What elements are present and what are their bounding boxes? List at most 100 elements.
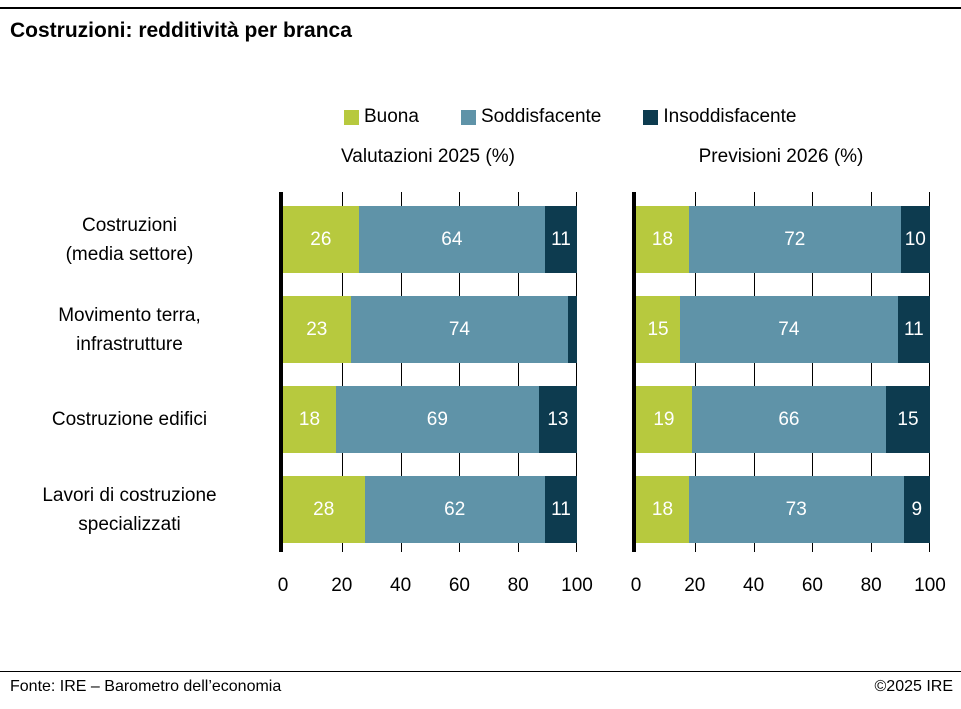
- plot-valutazioni-2025: 26 64 11 23 74 18 69 13 28 62 11: [279, 192, 577, 552]
- bar-segment-insoddisfacente: [568, 296, 577, 363]
- category-label-lavori-specializzati: Lavori di costruzione specializzati: [42, 484, 217, 535]
- bar-value-label: 18: [651, 498, 674, 520]
- bar-row: 15 74 11: [636, 296, 930, 363]
- source-note: Fonte: IRE – Barometro dell’economia: [10, 678, 282, 695]
- bar-value-label: 66: [778, 408, 800, 430]
- bar-segment-buona: 26: [283, 206, 359, 273]
- legend-label-soddisfacente: Soddisfacente: [480, 106, 602, 127]
- bar-row: 28 62 11: [283, 476, 577, 543]
- panel-title-previsioni-2026: Previsioni 2026 (%): [698, 146, 864, 167]
- bar-value-label: 10: [904, 228, 926, 250]
- bar-segment-insoddisfacente: 9: [903, 476, 930, 543]
- legend-label-buona: Buona: [364, 106, 419, 127]
- bar-segment-buona: 18: [283, 386, 336, 453]
- bar-segment-insoddisfacente: 15: [885, 386, 930, 453]
- bar-value-label: 73: [785, 498, 807, 520]
- bar-segment-insoddisfacente: 11: [544, 476, 577, 543]
- x-tick-label: 60: [801, 575, 823, 596]
- chart-body: Costruzioni (media settore) Movimento te…: [0, 192, 961, 552]
- bar-row: 18 73 9: [636, 476, 930, 543]
- bar-value-label: 62: [444, 498, 466, 520]
- gridline: [459, 192, 461, 552]
- bar-value-label: 13: [547, 408, 569, 430]
- bar-segment-soddisfacente: 62: [364, 476, 545, 543]
- x-tick-label: 80: [860, 575, 882, 596]
- legend: Buona Soddisfacente Insoddisfacente: [344, 106, 796, 128]
- category-label-costruzioni-media-settore: Costruzioni (media settore): [65, 214, 194, 265]
- bar-segment-buona: 15: [636, 296, 681, 363]
- gridline: [694, 192, 696, 552]
- legend-item-soddisfacente: Soddisfacente: [460, 106, 602, 128]
- bar-segment-insoddisfacente: 11: [544, 206, 577, 273]
- legend-item-insoddisfacente: Insoddisfacente: [643, 106, 796, 128]
- footer: Fonte: IRE – Barometro dell’economia ©20…: [10, 678, 953, 696]
- bar-segment-soddisfacente: 64: [358, 206, 545, 273]
- bar-segment-soddisfacente: 74: [350, 296, 569, 363]
- bar-value-label: 26: [310, 228, 332, 250]
- bar-value-label: 74: [778, 318, 800, 340]
- bar-row: 26 64 11: [283, 206, 577, 273]
- bar-value-label: 69: [426, 408, 448, 430]
- legend-swatch-buona: [344, 109, 359, 125]
- bar-value-label: 72: [784, 228, 806, 250]
- bar-segment-soddisfacente: 73: [688, 476, 904, 543]
- bar-segment-buona: 23: [283, 296, 351, 363]
- legend-item-buona: Buona: [344, 106, 419, 128]
- bar-segment-buona: 18: [636, 476, 689, 543]
- gridline: [518, 192, 520, 552]
- bar-segment-buona: 19: [636, 386, 692, 453]
- bar-value-label: 64: [441, 228, 463, 250]
- category-labels: Costruzioni (media settore) Movimento te…: [0, 192, 279, 552]
- bar-segment-soddisfacente: 69: [335, 386, 539, 453]
- legend-swatch-insoddisfacente: [643, 109, 659, 125]
- x-tick-label: 60: [448, 575, 470, 596]
- category-label-costruzione-edifici: Costruzione edifici: [51, 409, 208, 430]
- gridline: [400, 192, 402, 552]
- legend-label-insoddisfacente: Insoddisfacente: [663, 106, 797, 127]
- bar-segment-insoddisfacente: 13: [538, 386, 577, 453]
- bar-value-label: 15: [647, 318, 669, 340]
- bar-row: 18 72 10: [636, 206, 931, 273]
- x-tick-label: 100: [561, 575, 593, 596]
- plot-previsioni-2026: 18 72 10 15 74 11 19 66 15 18 73 9: [632, 192, 931, 552]
- x-tick-label: 80: [507, 575, 529, 596]
- bar-value-label: 11: [551, 498, 571, 520]
- x-tick-label: 40: [743, 575, 765, 596]
- bar-value-label: 18: [298, 408, 321, 430]
- bar-value-label: 18: [651, 228, 674, 250]
- panel-gap: [577, 192, 632, 552]
- chart-title: Costruzioni: redditività per branca: [10, 19, 352, 42]
- x-axis-2025: 0 20 40 60 80 100: [278, 562, 593, 604]
- bar-value-label: 11: [903, 318, 924, 340]
- x-axis-2026: 0 20 40 60 80 100: [631, 562, 946, 604]
- bar-segment-soddisfacente: 72: [688, 206, 901, 273]
- x-tick-label: 20: [331, 575, 353, 596]
- bar-segment-buona: 28: [283, 476, 365, 543]
- copyright-note: ©2025 IRE: [874, 678, 954, 695]
- bar-value-label: 23: [306, 318, 328, 340]
- x-tick-label: 20: [684, 575, 706, 596]
- x-tick-label: 0: [277, 575, 289, 596]
- gridline: [341, 192, 343, 552]
- x-tick-label: 0: [630, 575, 642, 596]
- bar-segment-soddisfacente: 66: [691, 386, 886, 453]
- bar-segment-insoddisfacente: 10: [900, 206, 931, 273]
- gridline: [753, 192, 755, 552]
- category-label-movimento-terra: Movimento terra, infrastrutture: [58, 304, 201, 355]
- footer-divider: [0, 671, 961, 672]
- gridline: [929, 192, 930, 552]
- bar-value-label: 28: [313, 498, 335, 520]
- bar-segment-soddisfacente: 74: [680, 296, 898, 363]
- gridline: [576, 192, 577, 552]
- bar-segment-insoddisfacente: 11: [897, 296, 930, 363]
- bar-segment-buona: 18: [636, 206, 689, 273]
- bar-value-label: 74: [448, 318, 470, 340]
- bar-value-label: 15: [897, 408, 919, 430]
- x-tick-label: 100: [914, 575, 946, 596]
- bar-row: 18 69 13: [283, 386, 577, 453]
- bars-2026: 18 72 10 15 74 11 19 66 15 18 73 9: [636, 192, 931, 552]
- gridline: [871, 192, 873, 552]
- bar-value-label: 19: [653, 408, 675, 430]
- x-tick-label: 40: [390, 575, 412, 596]
